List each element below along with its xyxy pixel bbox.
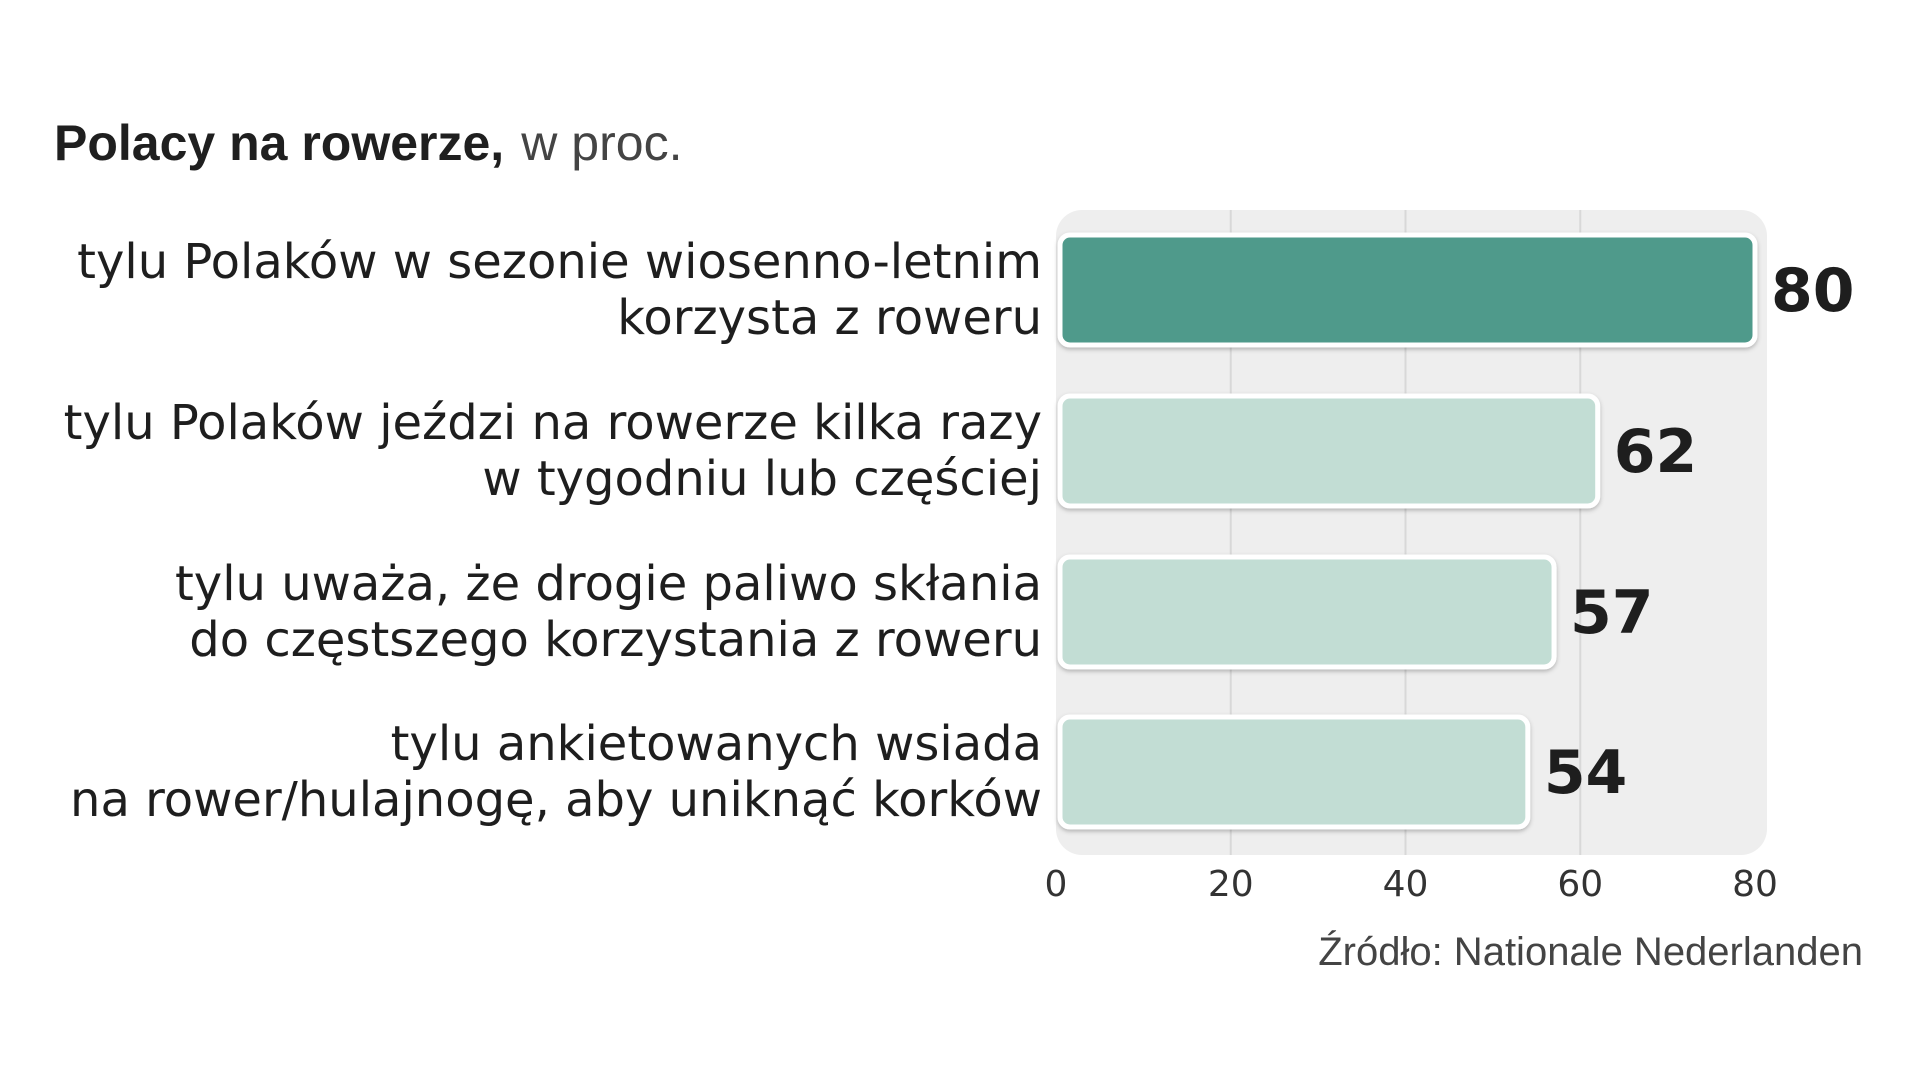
bar-value-labels: 80 62 57 54 — [1544, 256, 1855, 808]
chart-title: Polacy na rowerze, w proc. — [54, 115, 682, 171]
bar-value-label: 80 — [1771, 256, 1855, 326]
category-label: tylu uważa, że drogie paliwo skłania do c… — [175, 556, 1042, 668]
x-tick-label: 40 — [1383, 864, 1429, 905]
category-label: tylu Polaków w sezonie wiosenno-letnim ko… — [77, 234, 1042, 346]
category-label: tylu Polaków jeździ na rowerze kilka raz… — [64, 395, 1042, 507]
bar-value-label: 54 — [1544, 738, 1628, 808]
category-label-line: tylu ankietowanych wsiada — [391, 716, 1042, 772]
category-label-line: do częstszego korzystania z roweru — [189, 612, 1042, 668]
category-labels: tylu Polaków w sezonie wiosenno-letnim ko… — [64, 234, 1042, 828]
bar — [1057, 714, 1531, 830]
bar — [1057, 554, 1557, 670]
category-label-line: w tygodniu lub częściej — [482, 451, 1042, 507]
category-label-line: tylu Polaków w sezonie wiosenno-letnim — [77, 234, 1042, 290]
bar-value-label: 62 — [1614, 417, 1698, 487]
bar-value-label: 57 — [1570, 578, 1654, 648]
x-tick-label: 20 — [1208, 864, 1254, 905]
plot-panel — [1056, 210, 1767, 855]
category-label-line: na rower/hulajnogę, aby uniknąć korków — [70, 772, 1042, 828]
x-tick-label: 60 — [1557, 864, 1603, 905]
bar — [1057, 232, 1758, 348]
category-label-line: tylu Polaków jeździ na rowerze kilka raz… — [64, 395, 1042, 451]
x-tick-label: 80 — [1732, 864, 1778, 905]
x-tick-label: 0 — [1045, 864, 1068, 905]
bars — [1057, 232, 1758, 830]
category-label-line: tylu uważa, że drogie paliwo skłania — [175, 556, 1042, 612]
bar — [1057, 393, 1601, 509]
category-label-line: korzysta z roweru — [617, 290, 1042, 346]
chart-title-unit: w proc. — [520, 115, 682, 171]
chart-title-main: Polacy na rowerze, — [54, 115, 504, 171]
source-note: Źródło: Nationale Nederlanden — [1318, 929, 1863, 974]
category-label: tylu ankietowanych wsiada na rower/hulajn… — [70, 716, 1042, 828]
x-axis-ticks: 0 20 40 60 80 — [1045, 864, 1778, 905]
